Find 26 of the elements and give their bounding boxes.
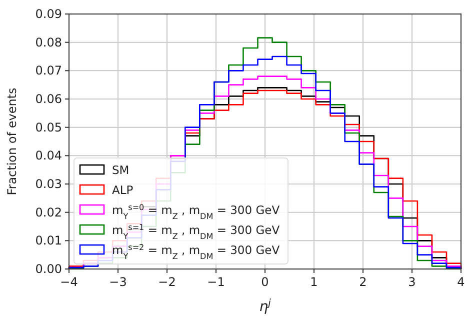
x-tick-label: 4 bbox=[457, 275, 465, 289]
y-tick-label: 0.01 bbox=[35, 234, 62, 248]
legend-label: m$_{Y}$$^{s=0}$ = m$_{Z}$ , m$_{DM}$ = 300 GeV bbox=[112, 202, 280, 220]
x-tick-label: −1 bbox=[207, 275, 225, 289]
x-tick-label: −4 bbox=[60, 275, 78, 289]
x-tick-label: −3 bbox=[109, 275, 127, 289]
y-tick-label: 0.00 bbox=[35, 262, 62, 276]
y-tick-label: 0.06 bbox=[35, 92, 62, 106]
y-tick-label: 0.09 bbox=[35, 7, 62, 21]
x-tick-label: 1 bbox=[310, 275, 318, 289]
legend-label: ALP bbox=[112, 183, 134, 197]
y-axis-title: Fraction of events bbox=[5, 88, 19, 196]
x-axis-title: η$^{j}$ bbox=[259, 298, 272, 315]
y-tick-label: 0.02 bbox=[35, 205, 62, 220]
y-tick-label: 0.03 bbox=[35, 177, 62, 191]
y-tick-label: 0.07 bbox=[35, 64, 62, 78]
y-tick-label: 0.04 bbox=[35, 148, 62, 163]
x-tick-label: 3 bbox=[408, 275, 416, 289]
legend-label: SM bbox=[112, 163, 130, 177]
y-tick-label: 0.05 bbox=[35, 120, 62, 134]
y-tick-label: 0.08 bbox=[35, 35, 62, 50]
legend-label: m$_{Y}$$^{s=1}$ = m$_{Z}$ , m$_{DM}$ = 300 GeV bbox=[112, 222, 280, 240]
x-tick-label: 0 bbox=[261, 275, 269, 289]
legend-label: m$_{Y}$$^{s=2}$ = m$_{Z}$ , m$_{DM}$ = 300 GeV bbox=[112, 242, 280, 260]
x-tick-label: 2 bbox=[359, 275, 367, 289]
x-tick-label: −2 bbox=[158, 275, 176, 289]
